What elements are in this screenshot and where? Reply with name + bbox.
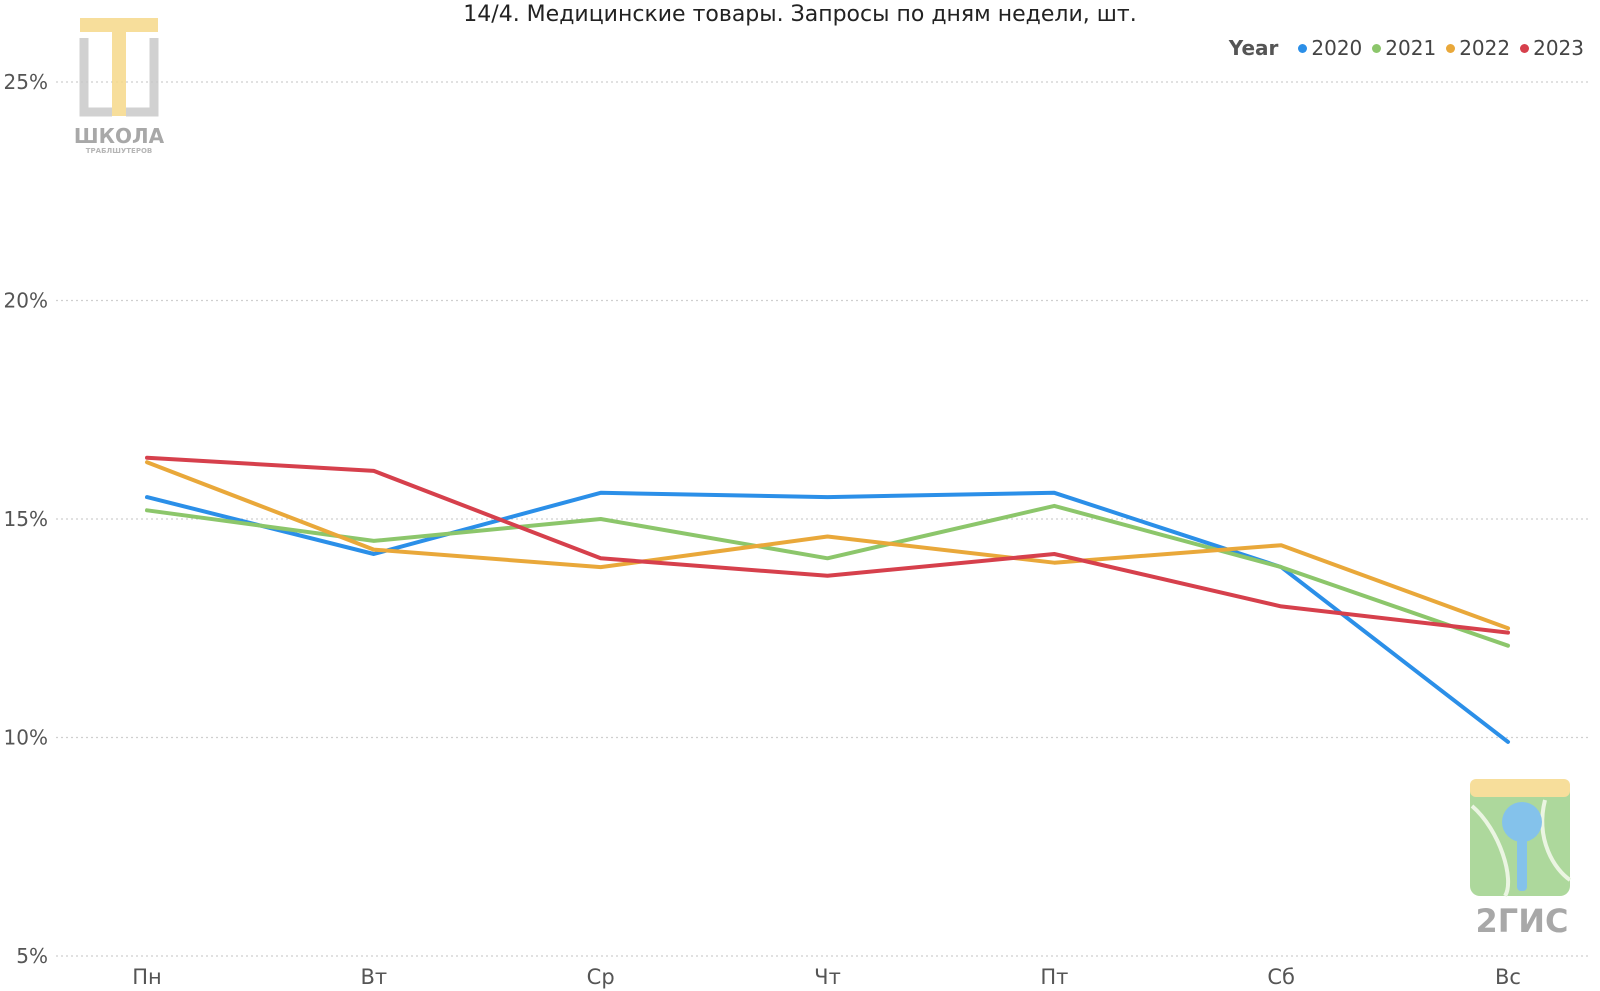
y-tick-label: 10% [4,726,48,750]
series-line-2022[interactable] [145,460,1510,631]
legend-dot-2021 [1372,43,1382,53]
logo-subtext: ТРАБЛШУТЕРОВ [86,147,153,155]
gridlines [56,81,1590,957]
legend-label-2021: 2021 [1385,36,1437,60]
legend-dot-2023 [1520,43,1530,53]
y-tick-label: 15% [4,507,48,531]
series-line-2020[interactable] [145,490,1510,744]
y-tick-label: 5% [16,944,48,968]
x-tick-label: Пт [1040,965,1068,989]
chart-title: 14/4. Медицинские товары. Запросы по дня… [463,2,1137,27]
legend-item-2022[interactable]: 2022 [1446,36,1510,60]
legend-item-2021[interactable]: 2021 [1372,36,1436,60]
legend-title: Year [1228,36,1279,60]
x-tick-label: Чт [814,965,841,989]
legend-label-2023: 2023 [1533,36,1584,60]
legend-label-2020: 2020 [1311,36,1363,60]
y-tick-label: 25% [4,70,48,94]
logo-text-2gis: 2ГИС [1476,902,1569,940]
y-axis-ticks: 5% 10% 15% 20% 25% [4,70,48,968]
series [145,455,1510,744]
x-tick-label: Ср [587,965,615,989]
legend-item-2020[interactable]: 2020 [1298,36,1362,60]
legend-dot-2020 [1298,43,1308,53]
legend: Year 2020 2021 2022 2023 [1229,36,1584,60]
x-tick-label: Вт [361,965,388,989]
y-tick-label: 20% [4,289,48,313]
legend-dot-2022 [1446,43,1456,53]
legend-label-2022: 2022 [1459,36,1511,60]
2gis-logo: 2ГИС [1470,779,1572,940]
legend-item-2023[interactable]: 2023 [1520,36,1584,60]
x-axis-ticks: Пн Вт Ср Чт Пт Сб Вс [132,965,1521,989]
x-tick-label: Пн [132,965,162,989]
series-line-2023[interactable] [145,455,1510,635]
logo-text-shkola: ШКОЛА [74,124,165,148]
shkola-logo: ШКОЛА ТРАБЛШУТЕРОВ [74,18,165,155]
x-tick-label: Вс [1495,965,1521,989]
x-tick-label: Сб [1267,965,1295,989]
series-line-2021[interactable] [145,503,1510,648]
